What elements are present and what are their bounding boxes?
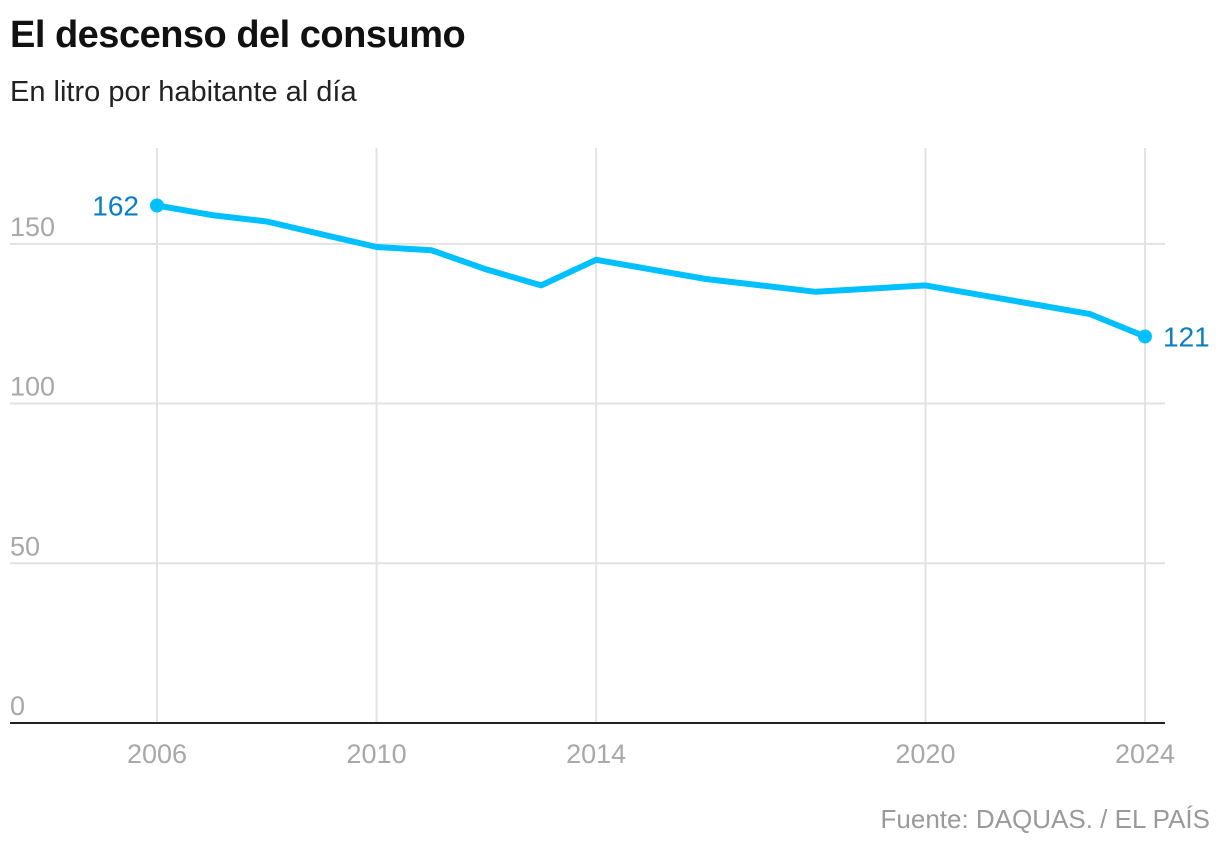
- x-tick-label: 2014: [566, 739, 626, 769]
- chart-subtitle: En litro por habitante al día: [10, 76, 357, 108]
- endpoint-annotations: 162 121: [92, 191, 1209, 353]
- x-tick-label: 2006: [127, 739, 187, 769]
- x-tick-label: 2010: [347, 739, 407, 769]
- x-tick-label: 2020: [895, 739, 955, 769]
- data-label: 121: [1163, 321, 1210, 352]
- y-tick-labels: 0 50 100 150: [10, 212, 55, 721]
- data-label: 162: [92, 191, 139, 222]
- y-tick-label: 0: [10, 691, 25, 721]
- endpoint-marker: [150, 198, 164, 213]
- endpoint-marker: [1138, 329, 1152, 344]
- chart-title: El descenso del consumo: [10, 14, 466, 56]
- x-tick-label: 2024: [1115, 739, 1175, 769]
- y-gridlines: [10, 242, 1165, 565]
- x-tick-labels: 2006 2010 2014 2020 2024: [127, 739, 1175, 769]
- x-gridlines: [156, 148, 1146, 723]
- y-tick-label: 150: [10, 212, 55, 242]
- series-group: [154, 202, 1148, 340]
- y-tick-label: 100: [10, 372, 55, 402]
- y-tick-label: 50: [10, 531, 40, 561]
- source-credit: Fuente: DAQUAS. / EL PAÍS: [880, 804, 1210, 834]
- series-line: [154, 202, 1148, 340]
